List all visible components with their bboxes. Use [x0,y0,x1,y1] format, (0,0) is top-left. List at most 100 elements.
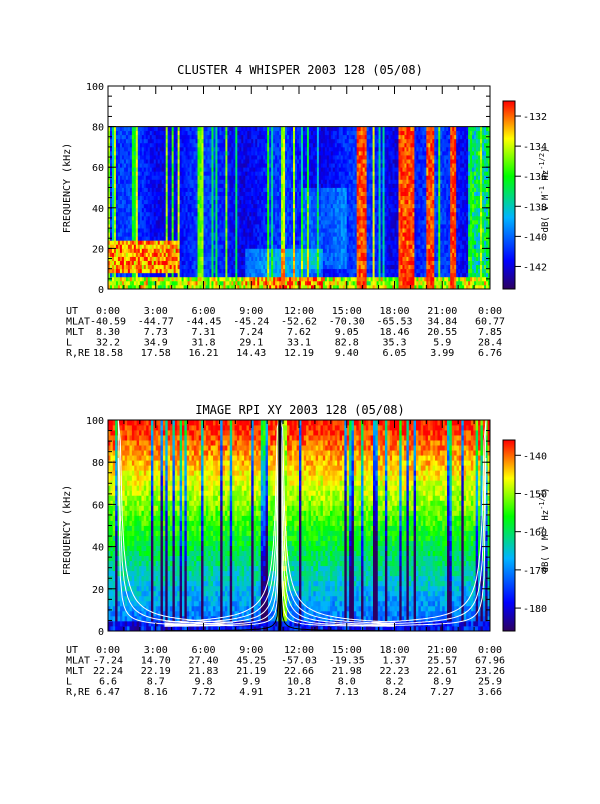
spectrogram-cell [181,244,184,249]
spectrogram-cell [171,163,175,168]
spectrogram-cell [233,244,236,249]
spectrogram-cell [185,163,188,168]
spectrogram-cell [205,199,208,205]
spectrogram-cell [187,159,190,164]
spectrogram-cell [197,187,200,192]
spectrogram-cell [161,142,165,148]
spectrogram-cell [151,272,155,278]
spectrogram-cell [207,150,210,156]
spectrogram-cell [199,284,202,290]
spectrogram-cell [231,183,234,188]
spectrogram-cell [235,276,238,282]
spectrogram-cell [131,191,135,197]
spectrogram-cell [229,187,232,192]
spectrogram-cell [153,256,157,261]
spectrogram-cell [237,232,240,237]
spectrogram-cell [241,240,244,245]
spectrogram-cell [231,175,234,180]
spectrogram-cell [127,150,131,156]
spectrogram-cell [135,276,139,282]
spectrogram-cell [223,244,226,249]
spectrogram-cell [187,224,190,229]
spectrogram-cell [163,134,167,140]
spectrogram-cell [251,195,254,201]
spectrogram-cell [201,264,204,270]
spectrogram-cell [183,211,186,217]
spectrogram-cell [165,203,169,209]
spectrogram-cell [143,130,147,136]
spectrogram-cell [163,179,167,184]
spectrogram-cell [133,211,137,217]
spectrogram-cell [123,224,127,229]
spectrogram-cell [187,215,190,221]
spectrogram-cell [175,142,179,148]
spectrogram-cell [183,276,186,282]
spectrogram-cell [109,126,113,132]
spectrogram-cell [199,203,202,209]
spectrogram-cell [247,150,250,156]
spectrogram-cell [185,199,188,205]
spectrogram-cell [255,264,258,270]
spectrogram-cell [233,134,236,140]
spectrogram-cell [173,272,177,278]
spectrogram-cell [233,179,236,184]
spectrogram-cell [175,215,179,221]
spectrogram-cell [235,203,238,209]
spectrogram-cell [257,171,260,176]
spectrogram-cell [233,183,236,188]
spectrogram-cell [153,215,157,221]
spectrogram-cell [151,207,155,213]
spectrogram-cell [147,268,151,274]
spectrogram-cell [225,272,228,278]
spectrogram-cell [257,134,260,140]
spectrogram-cell [173,167,177,172]
spectrogram-cell [187,252,190,257]
spectrogram-cell [201,126,204,132]
spectrogram-cell [211,134,214,140]
spectrogram-cell [193,215,196,221]
spectrogram-cell [145,183,149,188]
spectrogram-cell [165,187,169,192]
spectrogram-cell [255,232,258,237]
spectrogram-cell [197,134,200,140]
spectrogram-cell [145,134,149,140]
spectrogram-cell [217,228,220,233]
spectrogram-cell [117,215,121,221]
spectrogram-cell [183,150,186,156]
spectrogram-cell [193,159,196,164]
spectrogram-cell [165,272,169,278]
spectrogram-cell [243,256,246,261]
spectrogram-cell [137,134,141,140]
spectrogram-cell [127,215,131,221]
spectrogram-cell [159,146,163,152]
spectrogram-cell [179,244,183,249]
spectrogram-cell [223,142,226,148]
spectrogram-cell [249,130,252,136]
spectrogram-cell [117,163,121,168]
spectrogram-cell [213,187,216,192]
spectrogram-cell [237,264,240,270]
spectrogram-cell [253,264,256,270]
spectrogram-cell [197,276,200,282]
spectrogram-cell [117,232,121,237]
spectrogram-cell [165,146,169,152]
spectrogram-cell [169,244,173,249]
spectrogram-cell [177,260,181,266]
spectrogram-cell [167,146,171,152]
spectrogram-cell [245,248,248,253]
spectrogram-cell [173,240,177,245]
spectrogram-cell [183,155,186,160]
spectrogram-cell [129,244,133,249]
spectrogram-cell [195,195,198,201]
spectrogram-cell [239,167,242,172]
spectrogram-cell [191,276,194,282]
spectrogram-cell [213,268,216,274]
spectrogram-cell [247,146,250,152]
spectrogram-cell [183,146,186,152]
spectrogram-cell [253,260,256,266]
spectrogram-cell [121,224,125,229]
spectrogram-cell [181,280,184,286]
spectrogram-cell [137,199,141,205]
spectrogram-cell [251,236,254,241]
spectrogram-cell [255,163,258,168]
